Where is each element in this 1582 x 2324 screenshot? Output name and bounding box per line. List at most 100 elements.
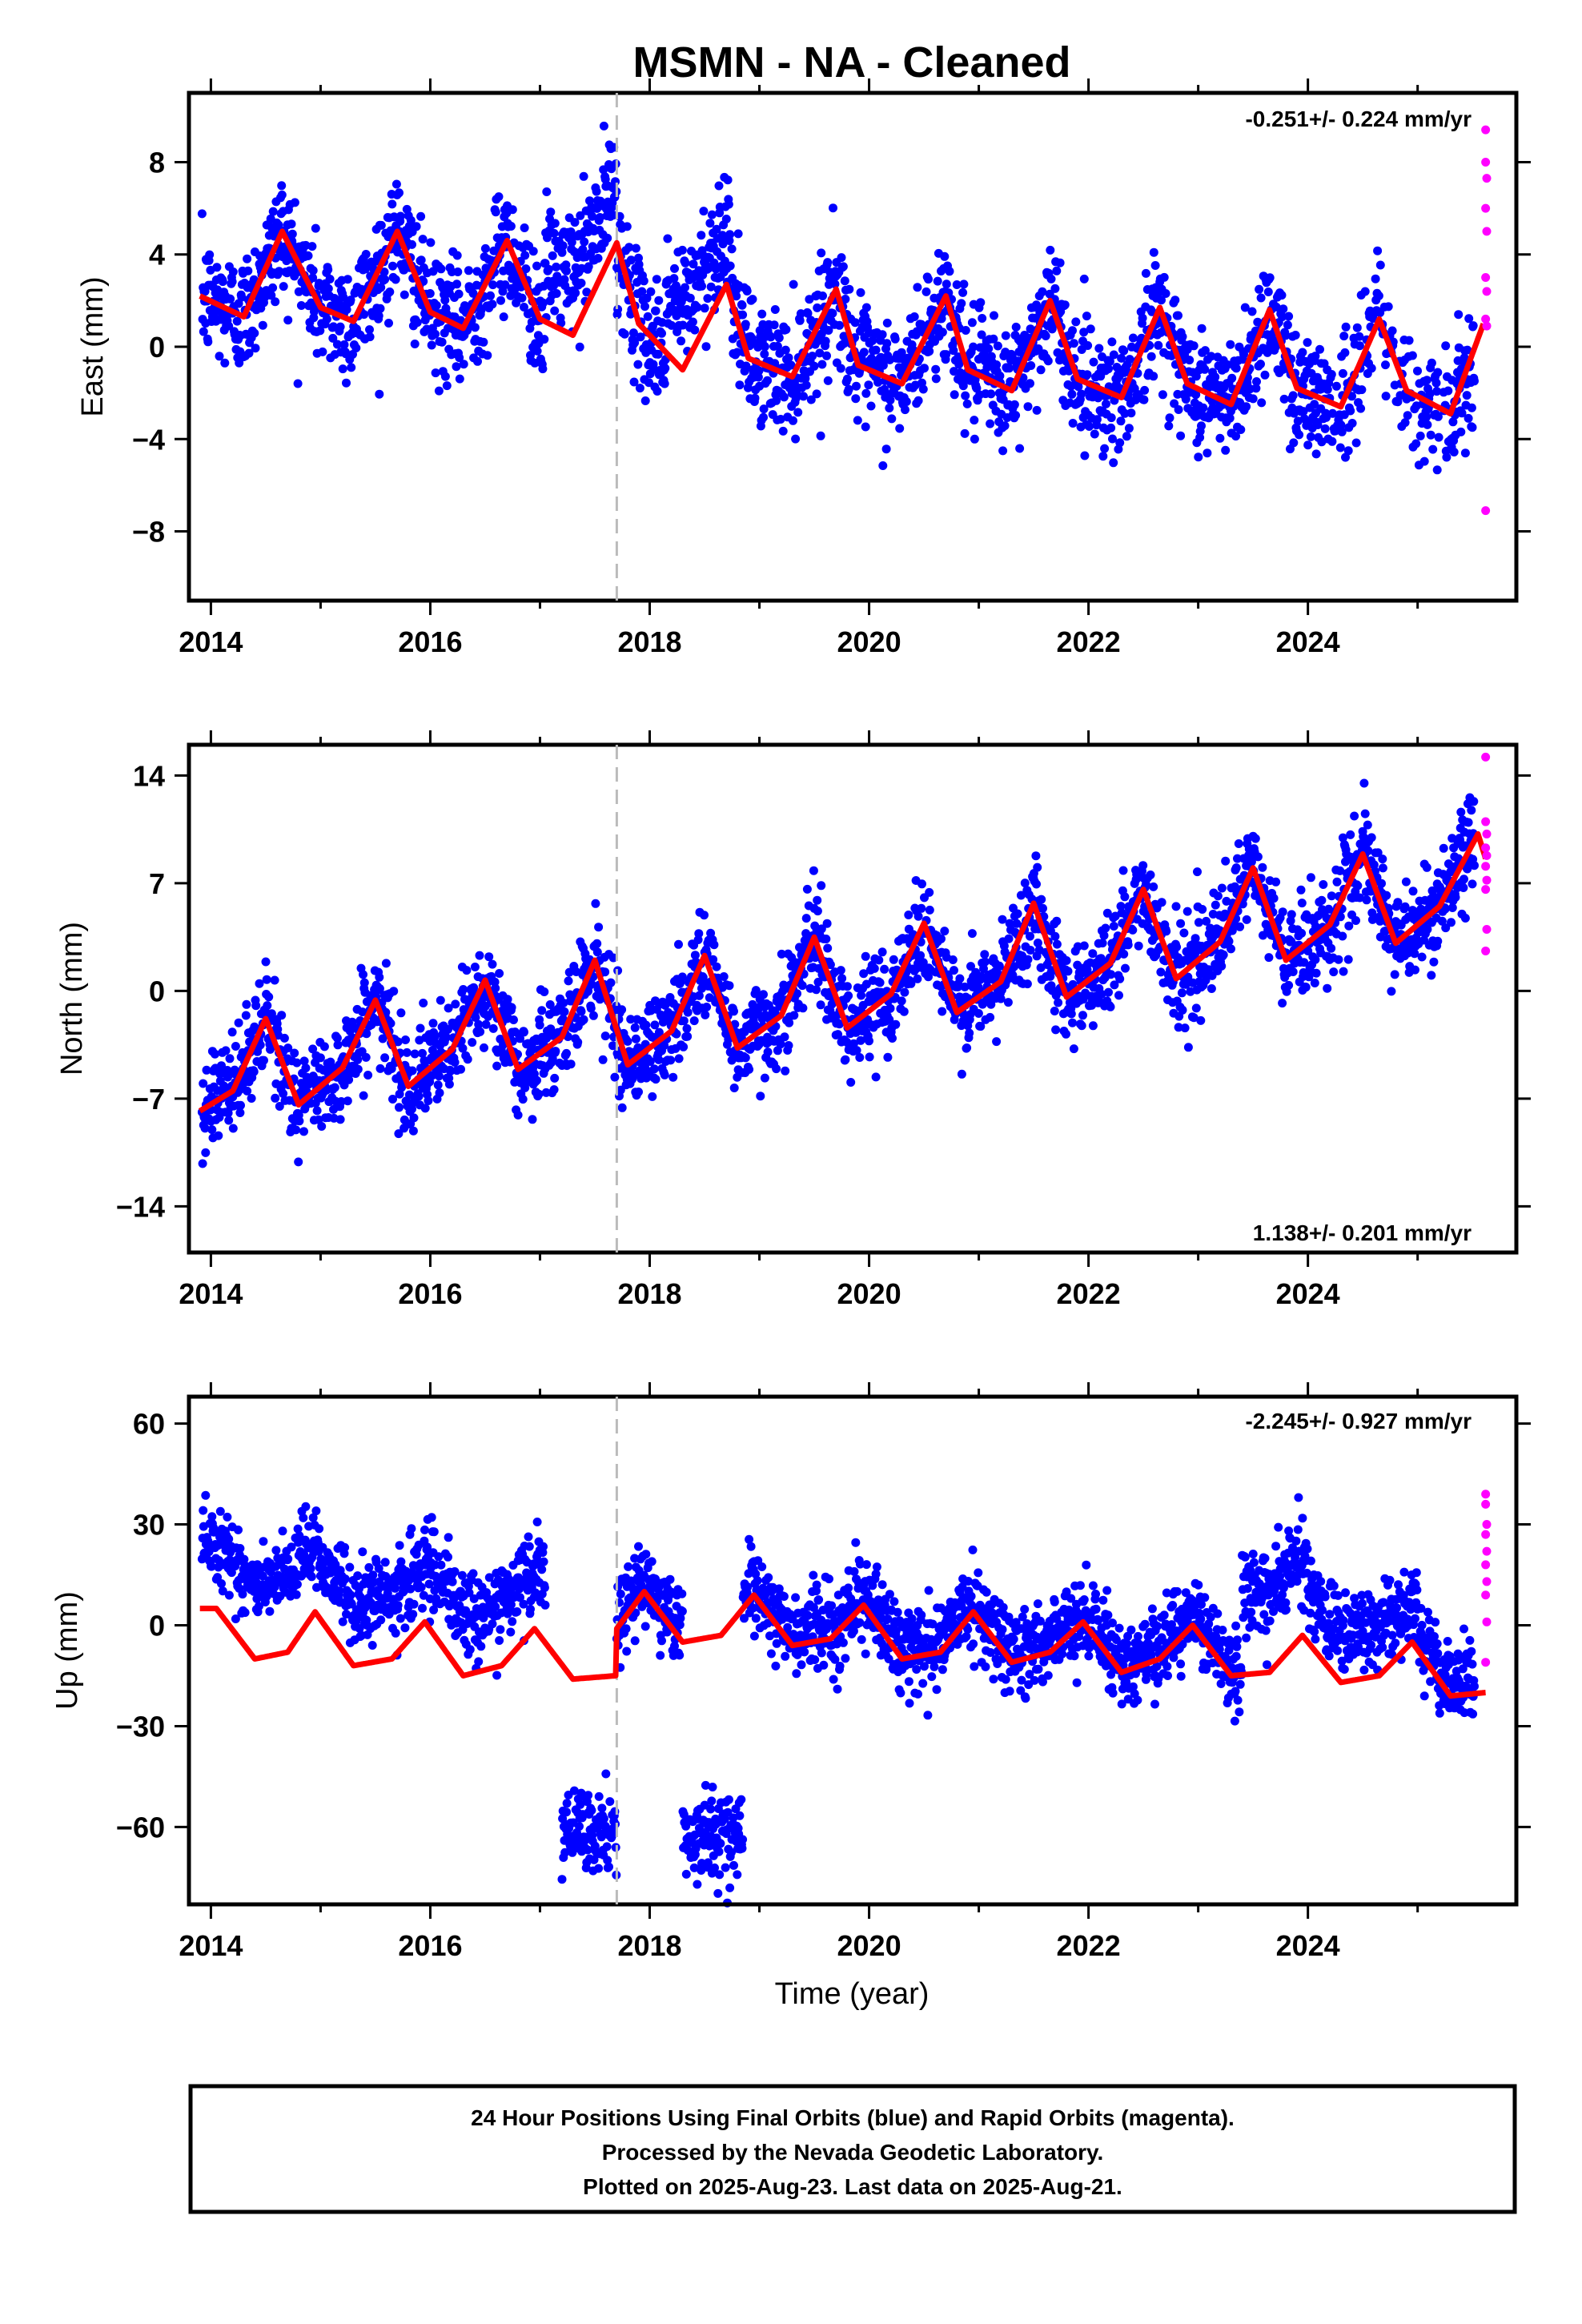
east-final-point <box>732 292 741 301</box>
north-final-point <box>1253 852 1263 862</box>
east-final-point <box>499 312 508 322</box>
east-final-point <box>1199 403 1208 412</box>
east-final-point <box>774 333 784 343</box>
north-final-point <box>1211 900 1220 910</box>
north-final-point <box>592 947 602 957</box>
east-final-point <box>215 352 224 361</box>
east-final-point <box>584 262 593 271</box>
east-final-point <box>1403 411 1412 420</box>
east-final-point <box>661 364 670 373</box>
east-final-point <box>496 296 505 305</box>
north-final-point <box>540 987 549 996</box>
north-final-point <box>375 1063 385 1073</box>
east-final-point <box>258 320 267 330</box>
north-final-point <box>660 1070 669 1080</box>
east-final-point <box>224 321 234 331</box>
east-final-point <box>1468 321 1478 331</box>
east-final-point <box>816 431 825 440</box>
east-final-point <box>699 207 709 216</box>
east-final-point <box>339 340 349 349</box>
east-final-point <box>1381 392 1391 401</box>
north-final-point <box>649 1064 659 1074</box>
east-final-point <box>539 298 548 308</box>
east-final-point <box>1068 326 1077 336</box>
north-final-point <box>598 1055 608 1064</box>
east-final-point <box>1189 341 1199 351</box>
north-final-point <box>679 1042 689 1051</box>
east-final-point <box>837 253 846 263</box>
east-final-point <box>861 303 871 312</box>
north-final-point <box>1003 998 1013 1007</box>
east-final-point <box>552 262 561 271</box>
north-final-point <box>1023 955 1033 964</box>
east-final-point <box>1464 413 1473 423</box>
east-final-point <box>1335 443 1345 452</box>
north-final-point <box>846 1078 856 1087</box>
north-final-point <box>1098 939 1107 948</box>
east-final-point <box>1085 422 1094 431</box>
east-final-point <box>1327 436 1337 446</box>
east-final-point <box>1154 340 1163 350</box>
east-final-point <box>1433 368 1443 377</box>
north-final-point <box>648 1092 657 1101</box>
east-final-point <box>1256 293 1266 303</box>
north-final-point <box>312 1106 322 1116</box>
north-final-point <box>1231 863 1241 873</box>
east-final-point <box>315 326 325 336</box>
east-final-point <box>1106 423 1116 432</box>
east-final-point <box>1413 366 1422 376</box>
east-final-point <box>887 414 897 424</box>
north-final-point <box>1176 919 1186 928</box>
east-final-point <box>473 356 482 366</box>
east-final-point <box>1109 458 1118 468</box>
north-final-point <box>865 1052 874 1062</box>
north-final-point <box>855 1053 865 1062</box>
east-final-point <box>821 336 830 346</box>
north-final-point <box>1106 970 1116 979</box>
north-final-point <box>414 1092 424 1101</box>
east-final-point <box>693 303 702 312</box>
north-final-point <box>451 999 460 1009</box>
east-final-point <box>1284 312 1294 321</box>
east-final-point <box>237 292 247 302</box>
north-final-point <box>865 1036 873 1046</box>
east-final-point <box>1178 332 1187 341</box>
east-final-point <box>1026 361 1036 370</box>
north-final-point <box>986 1012 995 1022</box>
east-final-point <box>557 247 567 257</box>
east-final-point <box>532 346 542 356</box>
east-final-point <box>464 266 473 275</box>
north-final-point <box>1387 987 1396 996</box>
north-final-point <box>319 1042 329 1051</box>
east-final-point <box>440 296 450 305</box>
north-final-point <box>974 1009 983 1018</box>
east-final-point <box>1339 332 1349 341</box>
east-final-point <box>793 408 803 417</box>
north-final-point <box>701 1010 710 1019</box>
east-final-point <box>1311 449 1321 459</box>
north-final-point <box>1004 934 1014 943</box>
east-final-point <box>1026 379 1034 388</box>
east-final-point <box>1122 432 1131 441</box>
east-final-point <box>958 287 968 297</box>
east-final-point <box>293 379 303 388</box>
east-final-point <box>961 391 970 400</box>
east-final-point <box>1407 351 1417 360</box>
north-final-point <box>889 955 898 964</box>
east-final-point <box>701 342 711 352</box>
east-final-point <box>1231 364 1241 373</box>
east-final-point <box>1023 402 1033 412</box>
east-final-point <box>426 238 436 247</box>
east-final-point <box>640 302 649 312</box>
east-final-point <box>1295 430 1304 440</box>
north-final-point <box>495 969 504 978</box>
north-final-point <box>694 929 704 939</box>
north-final-point <box>363 1071 373 1080</box>
north-final-point <box>957 1069 966 1079</box>
north-final-point <box>1297 899 1307 908</box>
north-final-point <box>236 1100 245 1110</box>
east-final-point <box>410 340 420 348</box>
east-final-point <box>271 297 280 307</box>
north-final-point <box>359 1091 368 1100</box>
north-final-point <box>1038 903 1047 913</box>
